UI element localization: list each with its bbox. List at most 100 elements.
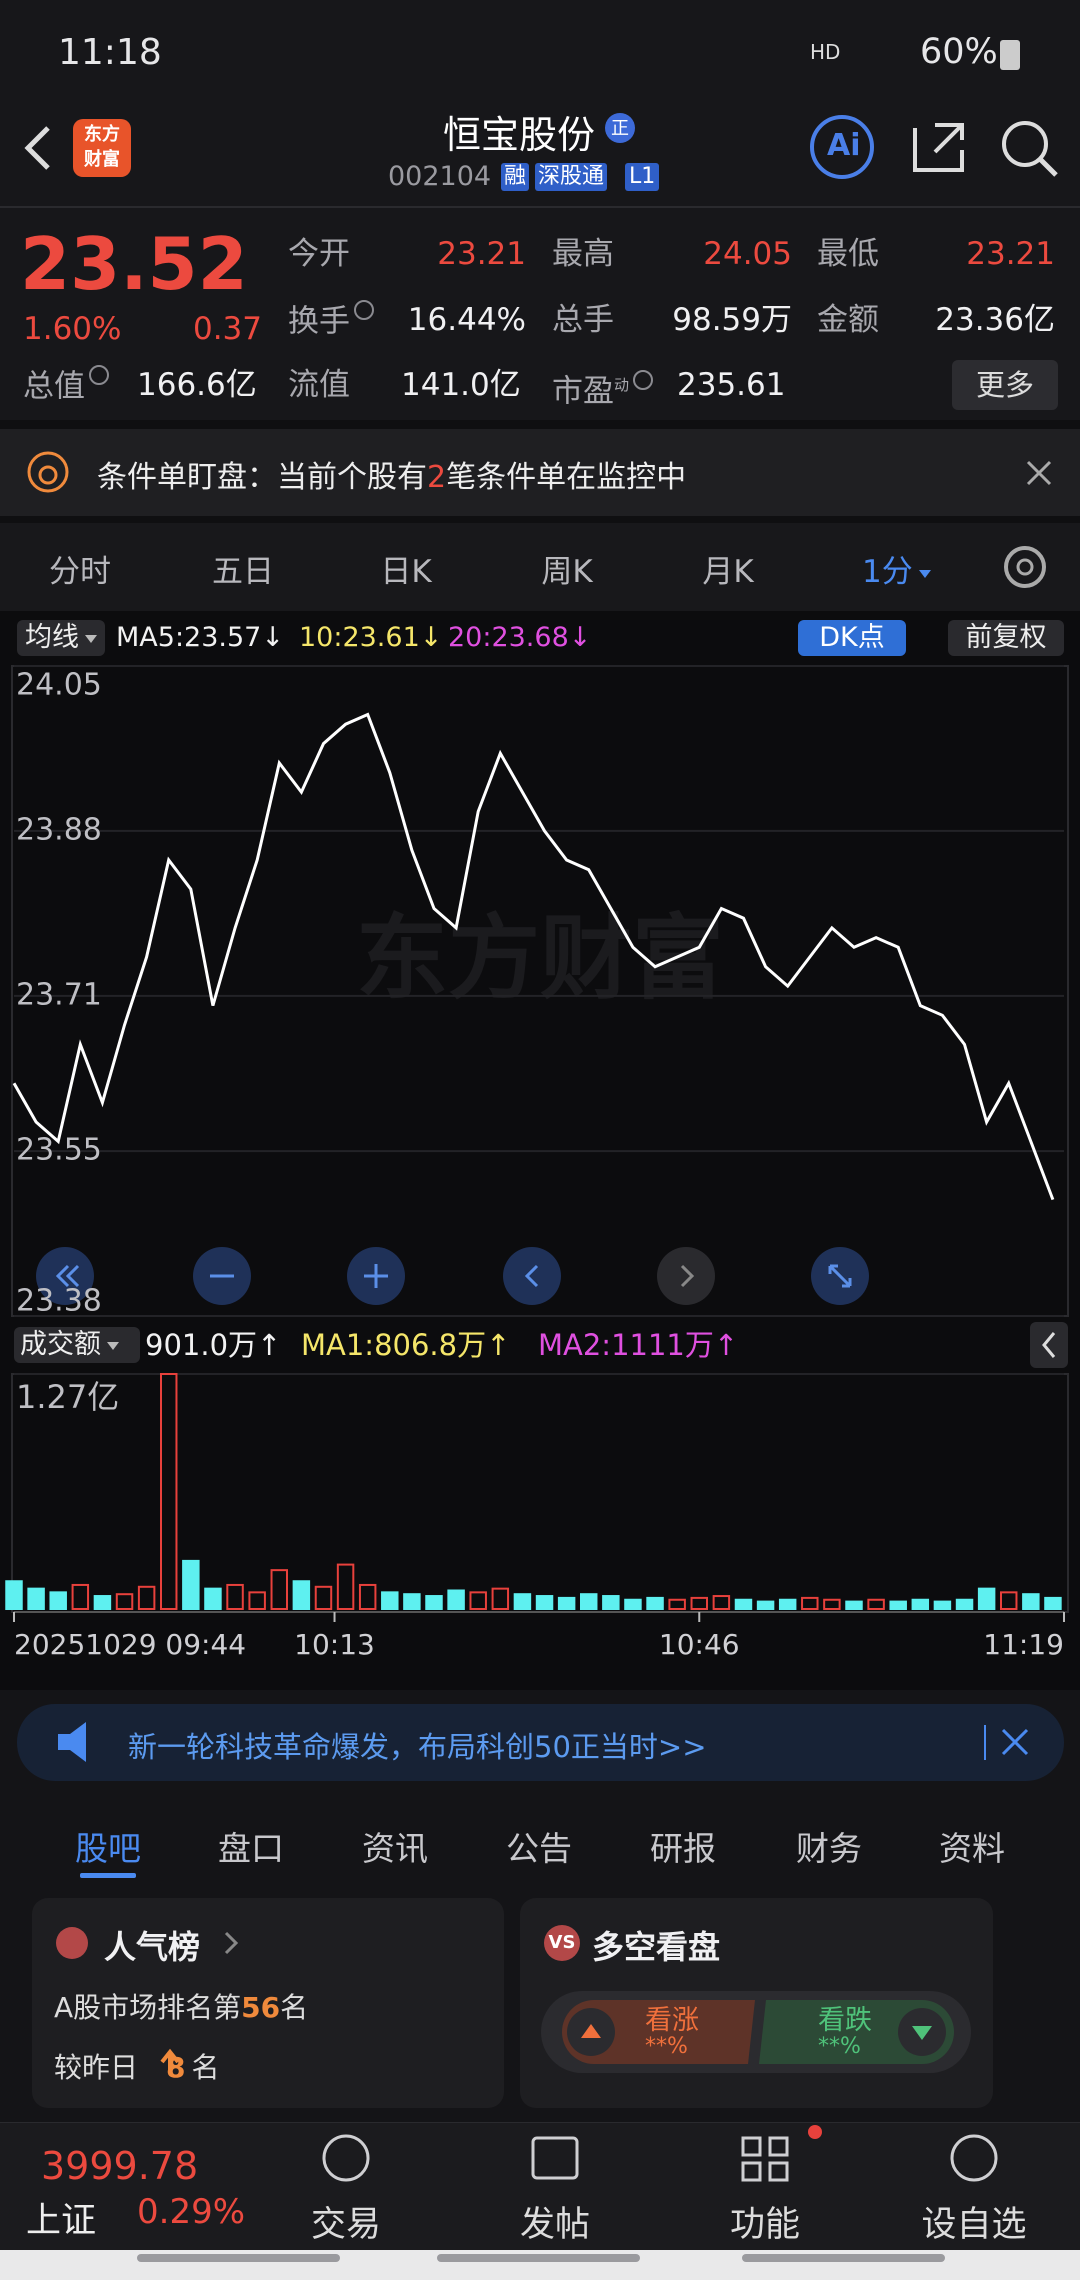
period-tab[interactable]: 月K [702, 554, 754, 590]
rank-change-line: 较昨日 8 名 [54, 2046, 220, 2086]
field-value: 235.61 [677, 367, 786, 403]
content-tab[interactable]: 研报 [650, 1829, 716, 1868]
volume-bar [358, 1583, 377, 1610]
share-icon[interactable] [913, 123, 964, 172]
control-right[interactable] [657, 1247, 715, 1305]
field-label: 总值 [23, 365, 109, 406]
period-tab[interactable]: 分时 [49, 554, 111, 590]
volume-bar [248, 1591, 266, 1610]
alert-part: 笔条件单在监控中 [446, 460, 687, 495]
volume-bar [580, 1593, 598, 1611]
control-glyphs [55, 1264, 852, 1288]
logo [73, 119, 131, 177]
index-value[interactable]: 3999.78 [41, 2144, 199, 2188]
bull-glyph [581, 2024, 601, 2038]
field-value: 24.05 [703, 236, 792, 272]
period-tab[interactable]: 日K [380, 554, 432, 590]
period-tab[interactable]: 周K [541, 554, 593, 590]
volume-button[interactable]: 成交额 [14, 1327, 140, 1363]
alert-part: 条件单盯盘：当前个股有 [97, 460, 427, 495]
content-tab[interactable]: 公告 [506, 1829, 572, 1868]
rank-change-text: 较昨日 [54, 2051, 139, 2084]
status-network: HD [810, 40, 841, 64]
collapse-glyph [1042, 1332, 1056, 1358]
ma-button[interactable]: 均线 [17, 620, 105, 656]
watermark: 东方财富 [356, 905, 724, 1012]
adjust-button[interactable]: 前复权 [948, 620, 1064, 656]
divider [0, 206, 1080, 208]
settings-icon-inner [1016, 558, 1034, 576]
tab-text: 1分 [862, 554, 913, 590]
status-battery: 60% [920, 32, 998, 72]
volume-bar [425, 1595, 443, 1610]
field-value: 23.21 [437, 236, 526, 272]
ai-icon[interactable] [810, 115, 874, 179]
stock-code: 002104 [388, 161, 492, 192]
nav-item[interactable]: 交易 [310, 2205, 382, 2245]
period-tab-active[interactable]: 1分 [862, 546, 931, 591]
volume-bar [447, 1589, 465, 1611]
nav-item[interactable]: 发帖 [519, 2205, 591, 2245]
more-button[interactable]: 更多 [952, 360, 1058, 410]
sentiment-icon-text: VS [548, 1932, 576, 1953]
content-tab[interactable]: 资讯 [362, 1829, 428, 1868]
card-popularity[interactable] [32, 1898, 504, 2108]
volume-bar [403, 1593, 421, 1611]
nav-item[interactable]: 设自选 [921, 2205, 1027, 2245]
ma-text: 均线 [25, 622, 79, 653]
content-tab[interactable]: 财务 [796, 1829, 862, 1868]
nav-item[interactable]: 功能 [729, 2205, 801, 2245]
volume-bar [624, 1598, 642, 1611]
volume-bar [182, 1559, 200, 1611]
ad-close[interactable] [1001, 1728, 1029, 1756]
back-icon[interactable] [24, 126, 50, 170]
ad-bg [17, 1704, 1064, 1781]
volume-bar [314, 1585, 333, 1611]
bull-pct: **% [645, 2034, 688, 2059]
price: 23.52 [20, 222, 248, 306]
info-icon[interactable] [633, 370, 654, 390]
volume-bar [712, 1595, 731, 1610]
rank-line: A股市场排名第56名 [54, 1986, 308, 2026]
tag: 深股通 [535, 163, 608, 191]
volume-indicator: MA1:806.8万↑ [301, 1328, 511, 1362]
control-left[interactable] [503, 1247, 561, 1305]
search-icon[interactable] [1002, 121, 1048, 167]
volume-bar [226, 1583, 244, 1610]
alert-text[interactable]: 条件单盯盘：当前个股有2笔条件单在监控中 [97, 452, 686, 496]
info-icon[interactable] [354, 300, 374, 320]
volume-bar [602, 1595, 620, 1610]
rank-change-number: 8 [166, 2051, 186, 2084]
content-tab[interactable]: 资料 [939, 1829, 1005, 1868]
ma-indicator: 20:23.68↓ [448, 622, 592, 653]
collapse-button[interactable] [1030, 1322, 1068, 1368]
content-tab[interactable]: 盘口 [218, 1829, 284, 1868]
alert-close[interactable] [1026, 460, 1052, 486]
rank-text: 名 [280, 1991, 309, 2024]
chart-controls [36, 1247, 869, 1305]
ad-text[interactable]: 新一轮科技革命爆发，布局科创50正当时>> [128, 1730, 707, 1764]
field-value: 141.0亿 [401, 367, 521, 403]
y-tick-label: 23.38 [16, 1284, 102, 1319]
volume-bar [93, 1595, 112, 1610]
field-value: 23.21 [966, 236, 1055, 272]
bull-segment[interactable] [562, 2000, 755, 2064]
volume-bar [955, 1598, 974, 1611]
volume-frame [11, 1373, 1069, 1613]
content-tab-active[interactable]: 股吧 [75, 1829, 141, 1868]
dk-button[interactable]: DK点 [798, 620, 906, 656]
field-value: 166.6亿 [137, 367, 257, 403]
ai-label[interactable]: Ai [827, 128, 861, 163]
control-left-fast[interactable] [36, 1247, 94, 1305]
field-value: 98.59万 [672, 302, 792, 338]
settings-icon[interactable] [1004, 546, 1046, 588]
volume-bar [933, 1600, 952, 1610]
info-icon[interactable] [89, 365, 109, 385]
ad-icon [58, 1722, 86, 1762]
period-tab[interactable]: 五日 [212, 554, 274, 590]
volume-bar [381, 1591, 399, 1610]
field-label: 总手 [552, 302, 614, 338]
badge-bg [605, 113, 635, 143]
nav-icons [322, 2134, 998, 2182]
